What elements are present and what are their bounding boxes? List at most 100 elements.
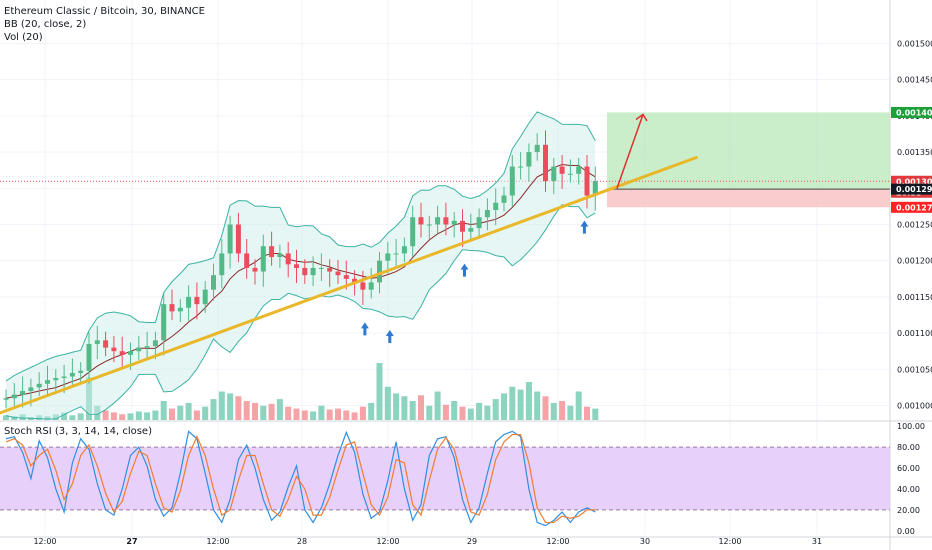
vol-legend: Vol (20) [4,32,43,43]
price-badge [891,106,932,118]
volume-bar [202,406,209,420]
price-tick-label: 0.0012500 [897,220,932,229]
volume-bar [102,410,109,420]
candle-body [194,296,200,305]
candle-body [128,351,133,355]
candle-body [393,253,399,255]
stoch-tick-label: 80.00 [897,443,920,452]
candle-body [534,144,540,153]
candle-body [285,253,291,265]
volume-bar [326,409,333,420]
candle-body [144,346,150,348]
volume-bar [434,391,441,420]
bb-upper [5,111,596,382]
volume-bar [110,412,117,420]
price-tick-label: 0.0011000 [897,329,932,338]
bb-lower [5,204,596,420]
chart-title: Ethereum Classic / Bitcoin, 30, BINANCE [4,6,205,17]
candle-body [103,340,109,348]
projection-arrow[interactable] [616,114,644,189]
candle-body [161,304,167,341]
volume-bar [559,401,566,420]
volume-bar [285,406,292,420]
candle-body [302,267,308,276]
volume-bar [276,399,283,420]
volume-bar [351,412,358,420]
candle-body [11,394,17,399]
candle-body [335,271,341,276]
drawings[interactable] [0,113,698,415]
bb-legend: BB (20, close, 2) [4,19,86,30]
stoch-rsi-pane [0,430,890,527]
volume-bar [359,406,366,420]
candle-body [451,220,457,225]
price-tick-label: 0.0012000 [897,257,932,266]
stoch-legend: Stoch RSI (3, 3, 14, 14, close) [4,426,152,437]
volume-bar [542,396,549,420]
candle-body [418,217,424,225]
volume-bar [193,410,200,420]
price-badge [891,175,932,187]
volume-bar [69,415,76,420]
time-tick-label: 12:00 [33,537,56,546]
volume-bar [550,402,557,420]
candle-body [94,340,100,344]
candle-body [45,380,50,384]
candle-body [426,224,432,226]
candle-body [202,289,208,305]
blue-arrow[interactable] [460,263,469,277]
candle-body [53,378,59,381]
candle-body [484,210,490,218]
volume-bar [459,406,466,420]
candle-body [493,202,499,210]
price-tick-label: 0.0010500 [897,365,932,374]
candle-body [343,275,349,279]
candle-body [28,387,34,392]
price-badge-label: 0.0012988 [896,185,932,194]
volume-bar [252,402,258,420]
candle-body [543,144,548,182]
volume-bar [3,415,9,420]
trendline[interactable] [0,156,698,415]
volume-bar [260,405,267,420]
blue-arrow[interactable] [385,330,394,344]
candle-body [460,220,465,232]
stoch-tick-label: 0.00 [897,527,915,536]
candle-body [169,304,175,312]
candle-body [177,307,183,312]
price-badge-label: 0.0012737 [896,203,932,212]
volume-bars [3,363,599,420]
volume-bar [152,410,159,420]
stoch-band [0,447,890,510]
candles [3,130,598,410]
position-zones[interactable] [0,112,890,208]
candle-body [61,376,67,378]
price-badge [891,183,932,195]
candle-body [360,282,366,290]
price-tick-label: 0.0011500 [897,293,932,302]
candle-body [111,347,117,352]
bb-basis [5,163,596,399]
candle-body [352,278,358,283]
stoch-tick-label: 20.00 [897,506,920,515]
stop-zone[interactable] [607,189,890,208]
time-tick-label: 31 [812,537,822,546]
time-tick-label: 12:00 [376,537,399,546]
projection-arrow-head [635,113,648,122]
volume-bar [451,401,458,420]
volume-bar [501,393,507,420]
blue-arrow[interactable] [580,220,589,234]
stoch-k-line [5,430,596,527]
candle-body [252,267,258,272]
bollinger-bands [5,111,596,420]
time-tick-label: 12:00 [206,537,229,546]
bb-fill [6,111,596,419]
stoch-tick-label: 40.00 [897,485,920,494]
target-zone[interactable] [607,112,890,190]
candle-body [3,398,9,400]
volume-bar [393,393,400,420]
candle-body [377,260,382,283]
candle-body [186,296,192,308]
blue-arrow[interactable] [360,322,369,336]
